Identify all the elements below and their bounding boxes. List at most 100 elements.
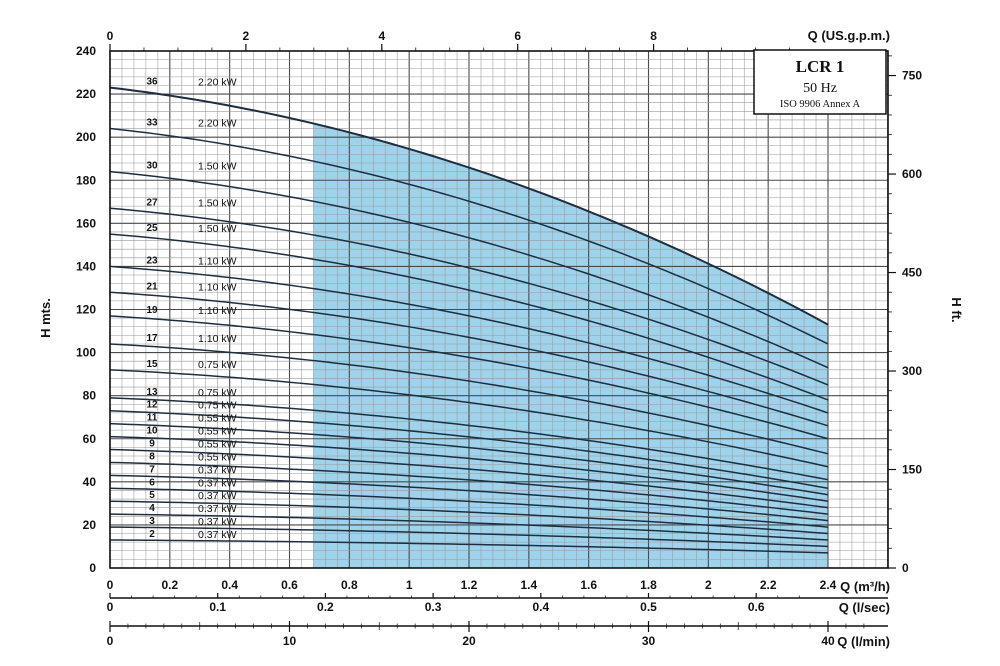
left-tick-label: 220: [76, 87, 96, 101]
top-tick-label: 6: [514, 29, 521, 43]
bottom-lmin-tick-label: 10: [283, 634, 297, 648]
curve-6-stages: [109, 487, 829, 528]
stage-label: 36: [146, 77, 158, 88]
curve-23-stages: [109, 265, 829, 414]
curve-8-stages: [109, 461, 829, 515]
power-label: 0.75 kW: [198, 387, 237, 399]
stage-label: 2: [149, 529, 155, 540]
stage-label: 9: [149, 439, 155, 450]
stage-label: 19: [146, 305, 158, 316]
power-label: 0.37 kW: [198, 464, 237, 476]
power-label: 2.20 kW: [198, 77, 237, 89]
bottom-lsec-tick-label: 0.1: [209, 600, 226, 614]
curve-10-stages: [109, 435, 829, 502]
curve-17-stages: [109, 343, 829, 455]
curve-9-stages: [109, 448, 829, 509]
power-label: 0.55 kW: [198, 439, 237, 451]
curve-2-stages: [109, 539, 829, 554]
top-tick-label: 0: [107, 29, 114, 43]
bottom-lmin-tick-label: 40: [821, 634, 835, 648]
power-label: 0.75 kW: [198, 359, 237, 371]
bottom-axis-title-lmin: Q (l/min): [837, 634, 890, 649]
left-tick-label: 60: [83, 432, 97, 446]
top-tick-label: 8: [650, 29, 657, 43]
stage-label: 33: [146, 118, 158, 129]
bottom-m3h-tick-label: 0.8: [341, 578, 358, 592]
stage-label: 3: [149, 516, 155, 527]
power-label: 0.37 kW: [198, 490, 237, 502]
power-label: 1.10 kW: [198, 281, 237, 293]
stage-label: 15: [146, 359, 158, 370]
stage-label: 4: [149, 503, 155, 514]
bottom-lsec-tick-label: 0.4: [532, 600, 549, 614]
left-tick-label: 200: [76, 130, 96, 144]
left-tick-label: 120: [76, 303, 96, 317]
bottom-lmin-tick-label: 30: [642, 634, 656, 648]
stage-label: 5: [149, 490, 155, 501]
left-tick-label: 240: [76, 44, 96, 58]
bottom-m3h-tick-label: 0.2: [161, 578, 178, 592]
right-tick-label: 150: [902, 463, 922, 477]
stage-label: 23: [146, 255, 158, 266]
left-tick-label: 80: [83, 389, 97, 403]
power-label: 0.37 kW: [198, 529, 237, 541]
curve-33-stages: [109, 127, 829, 345]
power-label: 1.10 kW: [198, 255, 237, 267]
stage-label: 6: [149, 477, 155, 488]
stage-label: 10: [146, 426, 158, 437]
curve-3-stages: [109, 526, 829, 548]
left-tick-label: 100: [76, 346, 96, 360]
power-label: 1.10 kW: [198, 333, 237, 345]
left-tick-label: 140: [76, 259, 96, 273]
top-tick-label: 4: [378, 29, 385, 43]
bottom-lmin-tick-label: 20: [462, 634, 476, 648]
legend-frequency: 50 Hz: [803, 81, 837, 96]
legend-standard: ISO 9906 Annex A: [780, 99, 861, 110]
right-tick-label: 0: [902, 561, 909, 575]
power-label: 0.37 kW: [198, 516, 237, 528]
curve-5-stages: [109, 500, 829, 535]
stage-label: 27: [146, 197, 158, 208]
bottom-lsec-tick-label: 0.3: [425, 600, 442, 614]
curve-13-stages: [109, 397, 829, 481]
bottom-m3h-tick-label: 1.6: [580, 578, 597, 592]
curve-30-stages: [109, 170, 829, 369]
curve-15-stages: [109, 369, 829, 468]
legend-box: LCR 1 50 Hz ISO 9906 Annex A: [753, 49, 887, 115]
curve-7-stages: [109, 474, 829, 522]
right-tick-label: 750: [902, 69, 922, 83]
legend-title: LCR 1: [796, 57, 845, 76]
left-tick-label: 180: [76, 173, 96, 187]
power-label: 2.20 kW: [198, 118, 237, 130]
right-axis-title: H ft.: [949, 297, 964, 322]
bottom-m3h-tick-label: 2.4: [820, 578, 837, 592]
curve-11-stages: [109, 422, 829, 496]
bottom-lsec-tick-label: 0.5: [640, 600, 657, 614]
power-label: 0.55 kW: [198, 451, 237, 463]
top-axis-title: Q (US.g.p.m.): [808, 28, 890, 43]
left-tick-label: 20: [83, 518, 97, 532]
bottom-m3h-tick-label: 1: [406, 578, 413, 592]
power-label: 1.10 kW: [198, 305, 237, 317]
curve-25-stages: [109, 233, 829, 401]
bottom-m3h-tick-label: 2: [705, 578, 712, 592]
curve-27-stages: [109, 207, 829, 386]
curve-4-stages: [109, 513, 829, 541]
right-tick-label: 450: [902, 266, 922, 280]
stage-label: 13: [146, 387, 158, 398]
stage-label: 8: [149, 451, 155, 462]
bottom-m3h-tick-label: 0.4: [221, 578, 238, 592]
power-label: 0.75 kW: [198, 400, 237, 412]
power-label: 1.50 kW: [198, 161, 237, 173]
curve-19-stages: [109, 315, 829, 440]
left-axis-title: H mts.: [38, 298, 53, 338]
left-tick-label: 160: [76, 216, 96, 230]
stage-label: 25: [146, 223, 158, 234]
bottom-m3h-tick-label: 1.8: [640, 578, 657, 592]
curve-36-stages: [109, 86, 829, 326]
bottom-lsec-tick-label: 0.6: [748, 600, 765, 614]
stage-label: 12: [146, 400, 158, 411]
right-tick-label: 300: [902, 364, 922, 378]
stage-label: 17: [146, 333, 158, 344]
